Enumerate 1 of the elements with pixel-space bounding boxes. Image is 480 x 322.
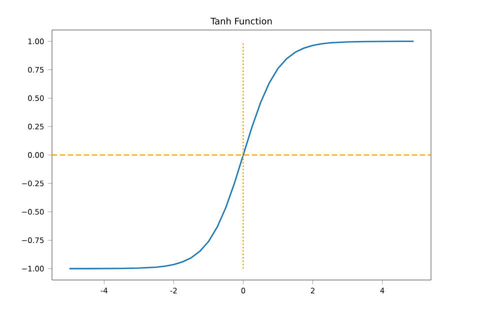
chart-title: Tanh Function	[210, 18, 272, 24]
